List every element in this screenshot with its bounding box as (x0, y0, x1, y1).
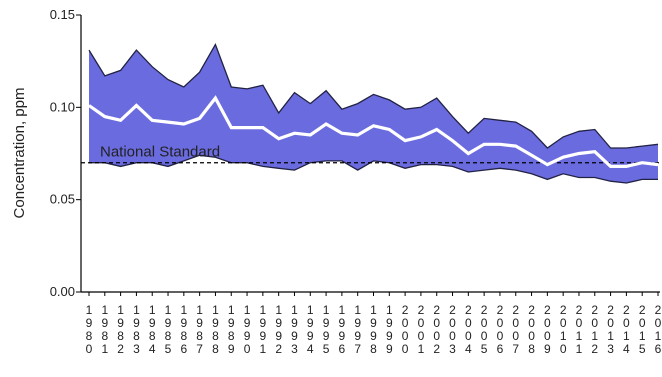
plot-area: National Standard 0.00 0.05 0.10 0.15 1 9 8 0 1 9 8… (50, 7, 662, 356)
y-tick-label: 0.15 (50, 7, 75, 22)
y-tick-label: 0.05 (50, 192, 75, 207)
upper-bound-line (88, 42, 659, 149)
range-band (89, 44, 658, 183)
y-axis-label: Concentration, ppm (11, 88, 28, 219)
lower-bound-line (89, 154, 658, 184)
y-tick-label: 0.00 (50, 284, 75, 299)
y-tick-label: 0.10 (50, 99, 75, 114)
average-line (88, 95, 659, 168)
national-standard-label: National Standard (100, 144, 220, 161)
